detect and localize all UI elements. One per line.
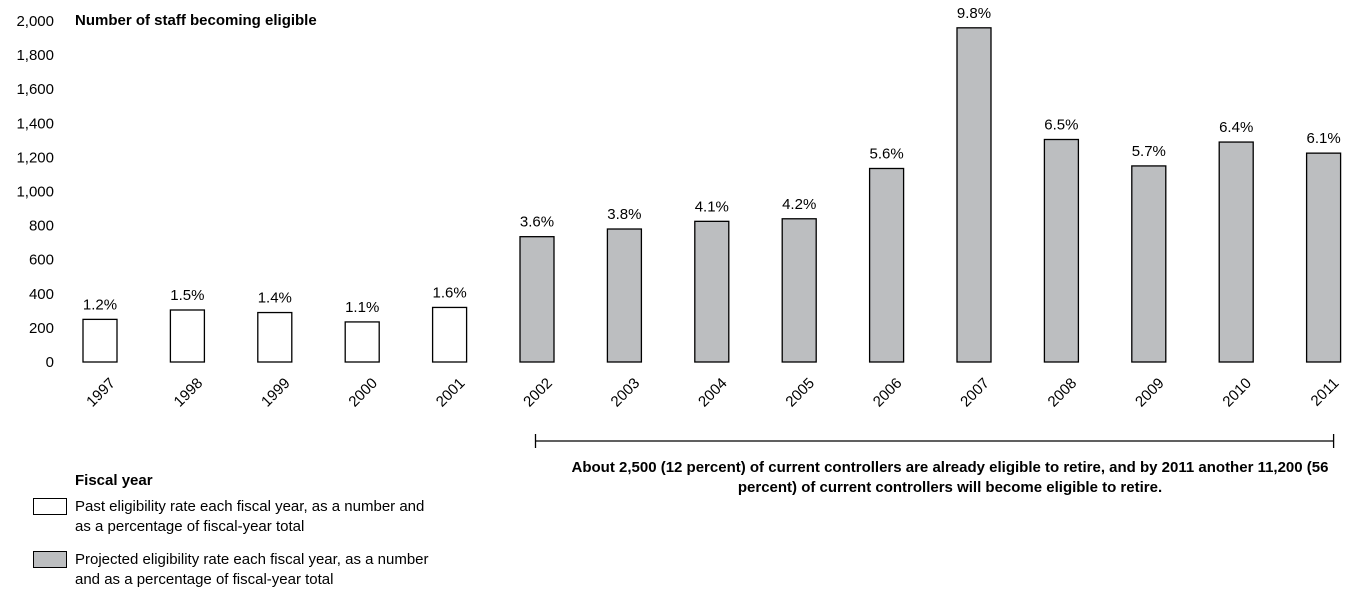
legend: Fiscal year Past eligibility rate each f… <box>33 472 473 603</box>
legend-title: Fiscal year <box>75 472 153 489</box>
projection-annotation: About 2,500 (12 percent) of current cont… <box>571 459 1329 496</box>
bar-past <box>431 306 468 363</box>
x-tick-label: 2000 <box>345 375 381 411</box>
bar-past <box>344 321 380 363</box>
bar-data-label: 4.2% <box>782 196 816 213</box>
y-tick-label: 1,200 <box>16 149 54 166</box>
y-tick-label: 1,800 <box>16 47 54 64</box>
x-tick-label: 2002 <box>520 375 556 411</box>
legend-label-projected: Projected eligibility rate each fiscal y… <box>75 551 429 588</box>
bar-past <box>257 311 293 363</box>
projection-bracket <box>534 434 1335 448</box>
y-tick-label: 200 <box>29 320 54 337</box>
y-tick-label: 2,000 <box>16 13 54 30</box>
bar-data-label: 9.8% <box>957 5 991 22</box>
bar-data-label: 1.1% <box>345 299 379 316</box>
bar-data-label: 1.6% <box>432 284 466 301</box>
x-tick-label: 2011 <box>1308 375 1343 410</box>
x-tick-label: 1999 <box>258 375 294 411</box>
bar-projected <box>781 218 817 363</box>
bar-data-label: 6.1% <box>1306 130 1340 147</box>
bar-projected <box>1218 141 1254 363</box>
legend-swatch-past <box>33 498 67 515</box>
x-tick-label: 2006 <box>870 375 906 411</box>
bar-data-label: 3.8% <box>607 206 641 223</box>
bar-projected <box>868 167 905 363</box>
y-tick-label: 400 <box>29 286 54 303</box>
bar-past <box>169 309 206 363</box>
legend-item-past: Past eligibility rate each fiscal year, … <box>33 497 435 537</box>
x-tick-label: 2008 <box>1045 375 1081 411</box>
bar-data-label: 5.7% <box>1132 143 1166 160</box>
x-tick-label: 2007 <box>957 375 993 411</box>
bar-projected <box>519 236 555 363</box>
legend-label-past: Past eligibility rate each fiscal year, … <box>75 498 425 535</box>
y-tick-label: 800 <box>29 218 54 235</box>
bar-data-label: 5.6% <box>869 145 903 162</box>
legend-swatch-projected <box>33 551 67 568</box>
bar-data-label: 3.6% <box>520 214 554 231</box>
x-tick-label: 2005 <box>782 375 818 411</box>
x-tick-label: 2004 <box>695 375 731 411</box>
y-tick-label: 0 <box>46 354 54 371</box>
bar-projected <box>1305 152 1342 363</box>
bars: 1.2% 1.5% 1.4% 1.1% 1.6% 3.6% 3.8% 4.1% 4.2% 5.6%… <box>82 5 1342 363</box>
x-tick-label: 2009 <box>1132 375 1168 411</box>
chart-title: Number of staff becoming eligible <box>75 12 317 29</box>
bar-projected <box>694 220 730 363</box>
y-tick-label: 600 <box>29 252 54 269</box>
y-axis: 0 200 400 600 800 1,000 1,200 1,400 1,600 1,800 2,… <box>16 13 54 371</box>
bar-data-label: 1.5% <box>170 287 204 304</box>
x-tick-label: 2003 <box>608 375 644 411</box>
x-tick-label: 1997 <box>83 375 119 411</box>
bar-projected <box>1043 138 1080 363</box>
bar-projected <box>956 27 992 363</box>
bar-data-label: 4.1% <box>695 198 729 215</box>
bar-past <box>82 318 118 363</box>
bar-data-label: 6.5% <box>1044 116 1078 133</box>
bar-projected <box>606 228 643 363</box>
legend-item-projected: Projected eligibility rate each fiscal y… <box>33 550 435 590</box>
x-tick-label: 2001 <box>433 375 469 411</box>
x-axis: 1997 1998 1999 2000 2001 2002 2003 2004 2005 2006… <box>83 375 1342 411</box>
x-tick-label: 2010 <box>1219 375 1255 411</box>
y-tick-label: 1,600 <box>16 81 54 98</box>
y-tick-label: 1,400 <box>16 115 54 132</box>
bar-data-label: 6.4% <box>1219 119 1253 136</box>
bar-data-label: 1.2% <box>83 296 117 313</box>
x-tick-label: 1998 <box>171 375 207 411</box>
bar-projected <box>1131 165 1167 363</box>
y-tick-label: 1,000 <box>16 184 54 201</box>
bar-data-label: 1.4% <box>258 290 292 307</box>
